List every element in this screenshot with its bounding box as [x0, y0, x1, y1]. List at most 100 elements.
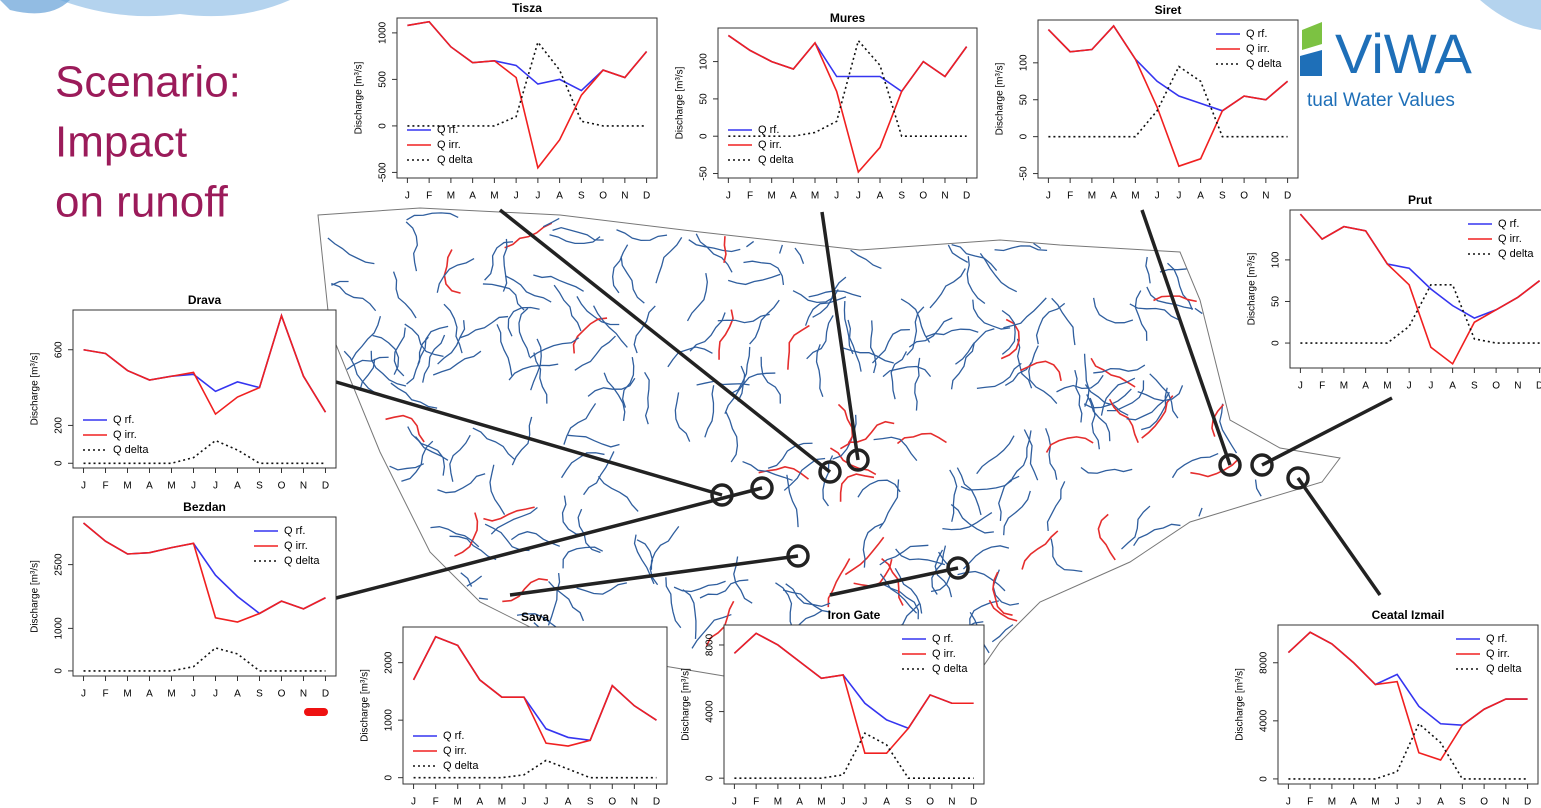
y-tick-label: 0 — [54, 668, 65, 674]
x-tick-label: M — [1131, 191, 1139, 202]
river — [1093, 364, 1146, 374]
river-irrigated — [385, 414, 425, 443]
y-tick-label: 8000 — [1259, 651, 1270, 674]
y-tick-label: -50 — [699, 166, 710, 181]
river — [934, 549, 953, 598]
y-axis-label: Discharge [m³/s] — [681, 668, 692, 741]
y-axis-label: Discharge [m³/s] — [360, 669, 371, 742]
y-tick-label: 100 — [699, 53, 710, 70]
x-tick-label: N — [300, 689, 307, 700]
river — [331, 280, 349, 286]
river — [942, 511, 993, 531]
chart-title: Tisza — [512, 1, 542, 15]
river — [1033, 242, 1042, 250]
y-tick-label: 0 — [705, 775, 716, 781]
legend-label: Q rf. — [932, 633, 953, 645]
x-tick-label: D — [1536, 381, 1541, 392]
x-tick-label: F — [102, 689, 108, 700]
connector-line — [498, 208, 832, 474]
x-tick-label: J — [1046, 191, 1051, 202]
series-line — [1048, 65, 1288, 138]
river — [786, 474, 799, 528]
river — [603, 372, 626, 421]
river-irrigated — [992, 571, 1013, 616]
river — [992, 569, 1019, 606]
x-tick-label: N — [948, 797, 955, 808]
x-tick-label: A — [796, 797, 803, 808]
river — [496, 324, 513, 376]
connector-line — [1296, 476, 1382, 597]
river — [1137, 385, 1184, 402]
river — [633, 305, 656, 354]
gauge-marker — [1250, 453, 1274, 477]
river — [563, 403, 597, 445]
x-tick-label: S — [1459, 797, 1466, 808]
x-tick-label: M — [817, 797, 825, 808]
x-tick-label: J — [732, 797, 737, 808]
river — [871, 328, 910, 364]
x-tick-label: S — [1219, 191, 1226, 202]
river — [449, 535, 497, 561]
legend-label: Q rf. — [1498, 218, 1519, 230]
river — [560, 452, 605, 479]
river — [1035, 302, 1066, 345]
river — [724, 365, 746, 415]
x-tick-label: S — [905, 797, 912, 808]
y-tick-label: 8000 — [705, 633, 716, 656]
legend-label: Q delta — [1498, 248, 1534, 260]
river-irrigated — [1021, 530, 1059, 570]
river — [955, 328, 995, 365]
x-tick-label: J — [862, 797, 867, 808]
series-line — [1047, 24, 1289, 168]
x-tick-label: A — [1350, 797, 1357, 808]
river-irrigated — [718, 309, 734, 360]
river — [502, 238, 508, 292]
x-tick-label: S — [1471, 381, 1478, 392]
river — [1129, 303, 1180, 321]
x-tick-label: J — [544, 797, 549, 808]
y-axis-label: Discharge [m³/s] — [1247, 252, 1258, 325]
river — [542, 217, 560, 228]
river — [576, 296, 620, 326]
gauge-marker — [786, 544, 810, 568]
legend-label: Q delta — [284, 555, 320, 567]
river — [655, 237, 683, 284]
x-tick-label: F — [1307, 797, 1313, 808]
gauge-marker — [750, 476, 774, 500]
river — [574, 335, 616, 371]
y-tick-label: -50 — [1019, 166, 1030, 181]
x-tick-label: J — [841, 797, 846, 808]
river — [346, 356, 389, 371]
river — [404, 323, 444, 358]
legend-label: Q irr. — [932, 648, 956, 660]
x-tick-label: D — [653, 797, 660, 808]
x-tick-label: A — [877, 191, 884, 202]
river — [686, 273, 708, 322]
river — [906, 306, 925, 356]
river — [696, 380, 750, 386]
x-tick-label: J — [81, 689, 86, 700]
river — [490, 506, 538, 535]
x-tick-label: F — [1067, 191, 1073, 202]
river — [405, 221, 418, 272]
river — [552, 226, 604, 241]
legend-label: Q delta — [113, 444, 149, 456]
river — [587, 377, 636, 397]
river — [1003, 297, 1047, 329]
river — [1045, 428, 1058, 480]
plot-frame — [72, 516, 337, 677]
river — [1145, 256, 1151, 284]
river-irrigated — [572, 317, 608, 354]
connector-line — [829, 566, 959, 597]
river — [1023, 429, 1039, 481]
x-tick-label: J — [1428, 381, 1433, 392]
x-tick-label: J — [411, 797, 416, 808]
river — [1092, 297, 1134, 324]
series-line — [413, 759, 657, 779]
plot-frame — [402, 626, 668, 785]
river — [1080, 466, 1133, 474]
river — [749, 299, 780, 345]
y-tick-label: -500 — [378, 162, 389, 182]
x-tick-label: D — [963, 191, 970, 202]
